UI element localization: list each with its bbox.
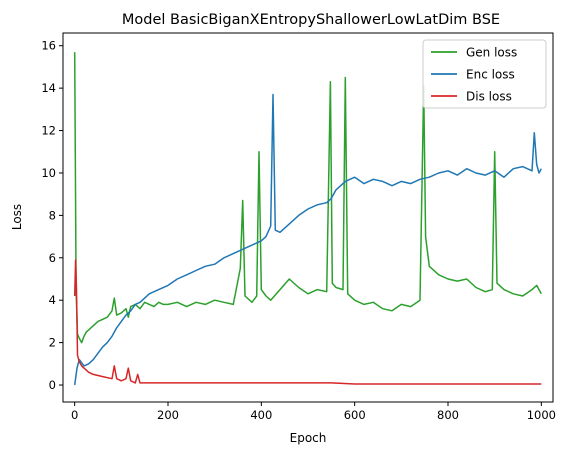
y-tick-label: 10	[41, 166, 56, 180]
y-tick-label: 14	[41, 81, 56, 95]
x-tick-label: 600	[344, 408, 366, 422]
x-axis-label: Epoch	[290, 431, 327, 445]
series-line-gen-loss	[73, 52, 542, 344]
legend-box	[422, 39, 547, 109]
x-tick-label: 0	[71, 408, 78, 422]
ticks-layer: 0 200 400 600 800 1000 0 2 4 6 8 10 12 14 16	[41, 39, 556, 422]
x-tick-label: 200	[157, 408, 179, 422]
series-line-dis-loss	[73, 259, 542, 385]
series-layer	[73, 52, 542, 386]
y-tick-label: 4	[49, 293, 56, 307]
chart-title: Model BasicBiganXEntropyShallowerLowLatD…	[122, 12, 500, 28]
y-tick-label: 12	[41, 124, 56, 138]
legend: Gen loss Enc loss Dis loss	[422, 39, 547, 109]
series-line-enc-loss	[73, 93, 542, 386]
y-tick-label: 2	[49, 336, 56, 350]
y-tick-label: 6	[49, 251, 56, 265]
legend-label: Gen loss	[466, 46, 517, 60]
y-tick-label: 16	[41, 39, 56, 53]
x-tick-label: 800	[437, 408, 459, 422]
y-tick-label: 8	[49, 208, 56, 222]
x-tick-label: 400	[250, 408, 272, 422]
legend-label: Enc loss	[466, 68, 515, 82]
plot-frame	[62, 32, 554, 403]
x-tick-label: 1000	[527, 408, 556, 422]
y-tick-label: 0	[49, 378, 56, 392]
legend-label: Dis loss	[466, 90, 512, 104]
y-axis-label: Loss	[10, 204, 24, 230]
